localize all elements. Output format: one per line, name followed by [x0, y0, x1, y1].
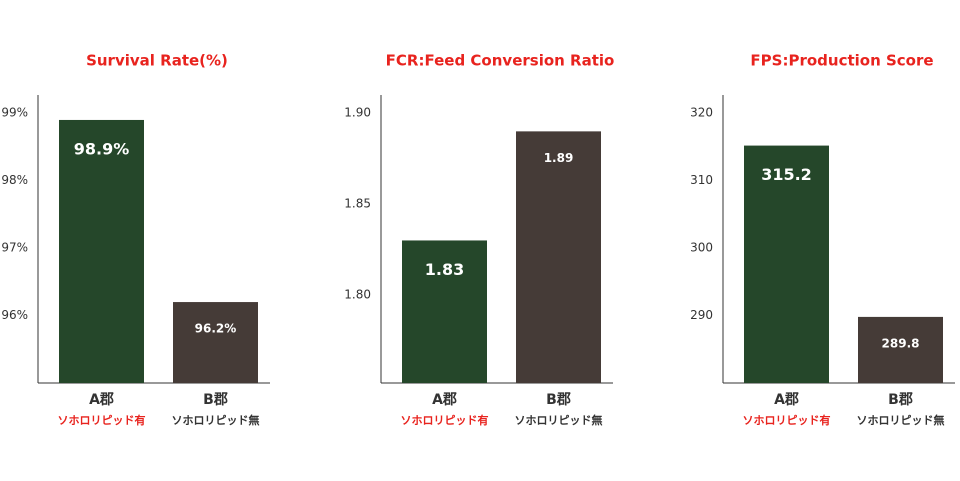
- y-tick-label: 1.90: [344, 106, 371, 120]
- x-tick-label: B郡: [203, 392, 228, 408]
- x-tick-label: A郡: [432, 392, 457, 408]
- y-tick-label: 290: [690, 308, 713, 322]
- bar: [173, 302, 258, 383]
- y-tick-label: 97%: [1, 241, 28, 255]
- category-note: ソホロリピッド無: [857, 413, 945, 427]
- chart-title: FPS:Production Score: [750, 52, 933, 70]
- category-note: ソホロリピッド有: [401, 413, 489, 427]
- bar: [516, 131, 601, 383]
- bar: [744, 145, 829, 383]
- value-label: 98.9%: [74, 139, 130, 158]
- chart-title: FCR:Feed Conversion Ratio: [386, 52, 615, 70]
- value-label: 1.83: [425, 260, 464, 279]
- y-tick-label: 1.85: [344, 197, 371, 211]
- y-tick-label: 320: [690, 106, 713, 120]
- category-note: ソホロリピッド有: [743, 413, 831, 427]
- y-tick-label: 96%: [1, 308, 28, 322]
- bar: [858, 316, 943, 383]
- x-tick-label: A郡: [89, 392, 114, 408]
- value-label: 96.2%: [195, 322, 237, 336]
- category-note: ソホロリピッド無: [515, 413, 603, 427]
- y-tick-label: 310: [690, 173, 713, 187]
- x-tick-label: A郡: [774, 392, 799, 408]
- value-label: 1.89: [544, 151, 574, 165]
- x-tick-label: B郡: [888, 392, 913, 408]
- x-tick-label: B郡: [546, 392, 571, 408]
- y-tick-label: 98%: [1, 173, 28, 187]
- bar: [59, 119, 144, 383]
- chart-title: Survival Rate(%): [86, 52, 228, 70]
- bar: [402, 240, 487, 383]
- value-label: 315.2: [761, 165, 812, 184]
- y-tick-label: 1.80: [344, 288, 371, 302]
- y-tick-label: 99%: [1, 106, 28, 120]
- value-label: 289.8: [882, 336, 920, 350]
- category-note: ソホロリピッド有: [58, 413, 146, 427]
- category-note: ソホロリピッド無: [172, 413, 260, 427]
- y-tick-label: 300: [690, 241, 713, 255]
